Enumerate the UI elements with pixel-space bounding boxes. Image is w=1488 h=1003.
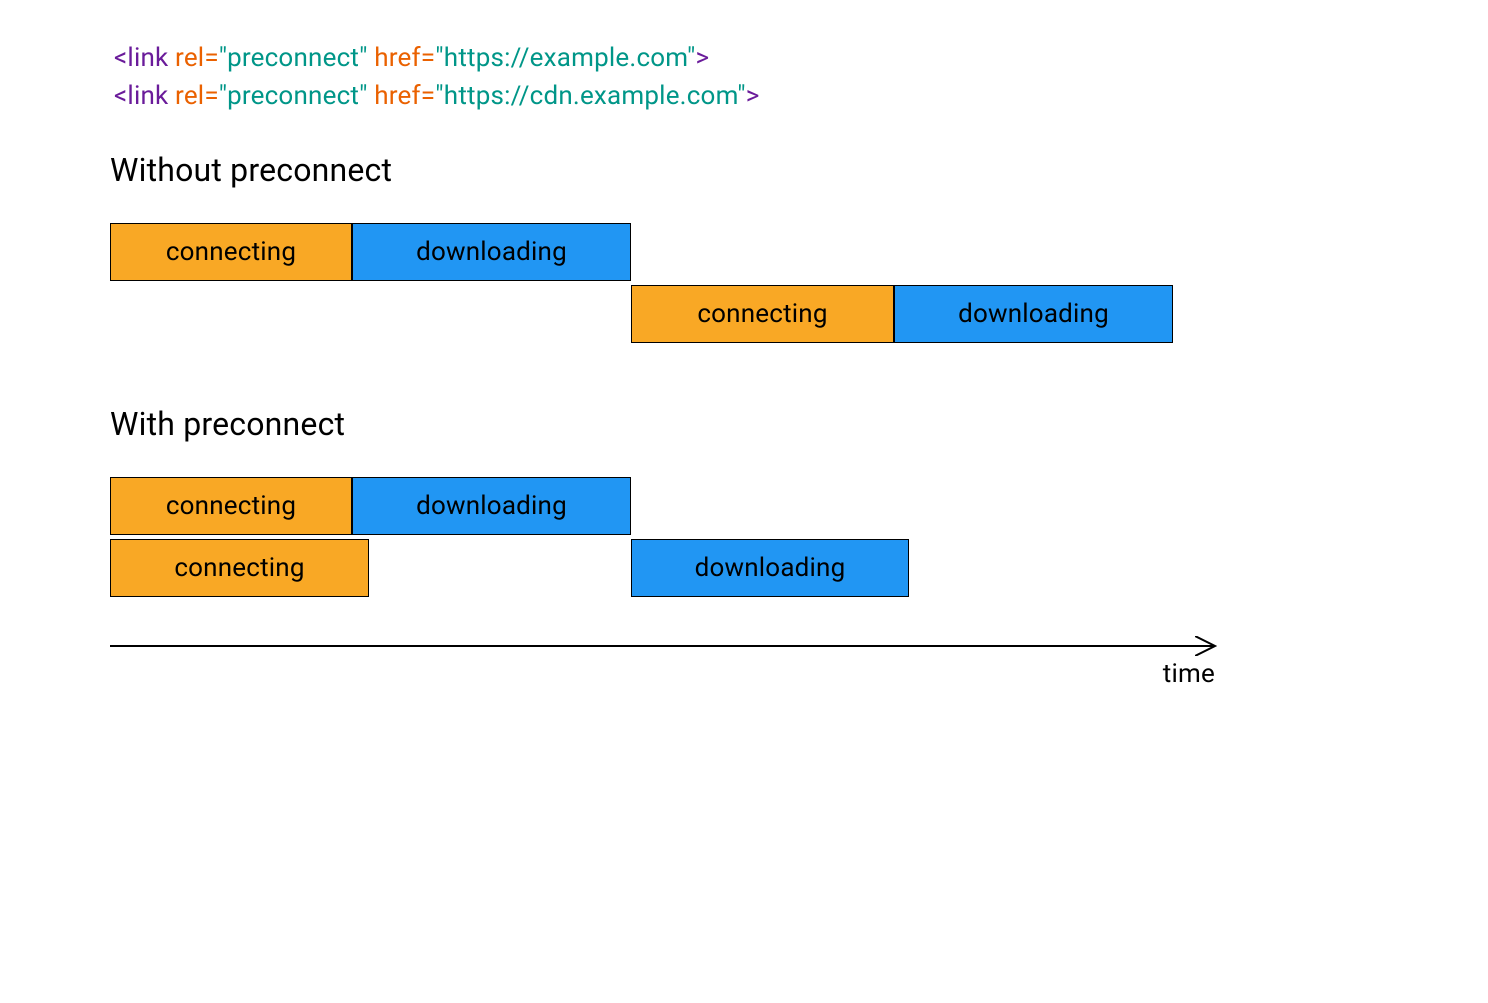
code-token: > xyxy=(696,43,710,73)
timeline-row: connectingdownloading xyxy=(110,477,1180,535)
code-token: <link xyxy=(114,81,175,111)
downloading-bar: downloading xyxy=(631,539,909,597)
connecting-bar: connecting xyxy=(110,223,352,281)
timeline-with: connectingdownloadingconnectingdownloadi… xyxy=(110,477,1180,597)
timeline-row: connectingdownloading xyxy=(110,285,1180,343)
timeline-row: connecting downloading xyxy=(110,539,1180,597)
code-line: <link rel="preconnect" href="https://exa… xyxy=(114,40,1488,78)
downloading-bar: downloading xyxy=(352,477,631,535)
code-token: href= xyxy=(374,81,435,111)
connecting-bar: connecting xyxy=(110,477,352,535)
arrow-right-icon xyxy=(1195,636,1217,656)
downloading-bar: downloading xyxy=(352,223,631,281)
code-token: rel= xyxy=(175,43,219,73)
code-token: > xyxy=(746,81,760,111)
axis-label-time: time xyxy=(1163,659,1215,689)
downloading-bar: downloading xyxy=(894,285,1173,343)
code-block: <link rel="preconnect" href="https://exa… xyxy=(0,40,1488,151)
code-token: "https://example.com" xyxy=(435,43,695,73)
code-token: href= xyxy=(374,43,435,73)
code-token: "preconnect" xyxy=(219,81,374,111)
section-title-without: Without preconnect xyxy=(0,151,1488,189)
connecting-bar: connecting xyxy=(110,539,369,597)
code-token: "https://cdn.example.com" xyxy=(435,81,746,111)
connecting-bar: connecting xyxy=(631,285,894,343)
time-axis: time xyxy=(110,645,1215,647)
code-token: <link xyxy=(114,43,175,73)
code-token: rel= xyxy=(175,81,219,111)
diagram-container: <link rel="preconnect" href="https://exa… xyxy=(0,40,1488,647)
section-title-with: With preconnect xyxy=(0,405,1488,443)
timeline-without: connectingdownloadingconnectingdownloadi… xyxy=(110,223,1180,343)
timeline-row: connectingdownloading xyxy=(110,223,1180,281)
code-line: <link rel="preconnect" href="https://cdn… xyxy=(114,78,1488,116)
code-token: "preconnect" xyxy=(219,43,374,73)
axis-line xyxy=(110,645,1215,647)
